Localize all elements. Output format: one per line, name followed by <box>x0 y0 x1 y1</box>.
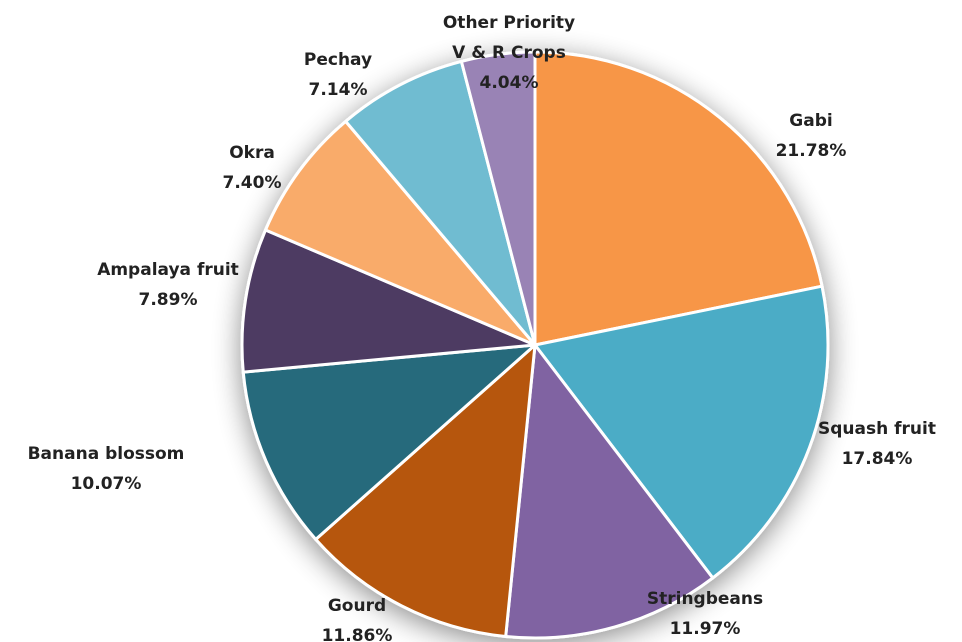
slice-label-gourd: Gourd 11.86% <box>322 596 393 642</box>
slice-name-label: Stringbeans <box>647 589 763 609</box>
pie-slice-okra <box>264 119 537 347</box>
slice-label-stringbeans: Stringbeans 11.97% <box>647 589 763 639</box>
slice-name-label: Gabi <box>789 111 832 131</box>
slice-label-okra: Okra 7.40% <box>223 143 282 193</box>
slice-name-label: Gourd <box>328 596 386 616</box>
slice-value-label: 11.86% <box>322 626 393 642</box>
pie-slice-other-priority-v-and-r-crops <box>459 50 537 347</box>
slice-name-label: Squash fruit <box>818 419 936 439</box>
slice-name-label: Banana blossom <box>28 444 185 464</box>
slice-value-label: 7.40% <box>223 173 282 193</box>
slice-name-label: Other Priority <box>443 13 575 33</box>
pie-slice-pechay <box>344 59 537 347</box>
slice-name-label: Pechay <box>304 50 372 70</box>
slice-label-other-priority-v-and-r-crops: Other Priority V & R Crops 4.04% <box>443 13 575 93</box>
pie-slices <box>240 50 830 640</box>
slice-label-pechay: Pechay 7.14% <box>304 50 372 100</box>
slice-value-label: 4.04% <box>480 73 539 93</box>
slice-value-label: 7.14% <box>309 80 368 100</box>
slice-value-label: 17.84% <box>842 449 913 469</box>
slice-value-label: 21.78% <box>776 141 847 161</box>
pie-slice-stringbeans <box>504 343 715 640</box>
slice-label-gabi: Gabi 21.78% <box>776 111 847 161</box>
pie-slice-banana-blossom <box>241 343 537 541</box>
slice-label-squash-fruit: Squash fruit 17.84% <box>818 419 936 469</box>
slice-label-banana-blossom: Banana blossom 10.07% <box>28 444 185 494</box>
slice-name-label: V & R Crops <box>452 43 566 63</box>
slice-value-label: 10.07% <box>71 474 142 494</box>
pie-slice-gabi <box>533 50 824 347</box>
pie-slice-gourd <box>314 343 537 639</box>
slice-label-ampalaya-fruit: Ampalaya fruit 7.89% <box>97 260 239 310</box>
slice-name-label: Okra <box>229 143 275 163</box>
slice-value-label: 11.97% <box>670 619 741 639</box>
pie-slice-ampalaya-fruit <box>240 228 537 374</box>
slice-value-label: 7.89% <box>139 290 198 310</box>
pie-slice-squash-fruit <box>533 284 830 580</box>
pie-labels: Gabi 21.78% Squash fruit 17.84% Stringbeans 1… <box>28 13 936 642</box>
slice-name-label: Ampalaya fruit <box>97 260 239 280</box>
